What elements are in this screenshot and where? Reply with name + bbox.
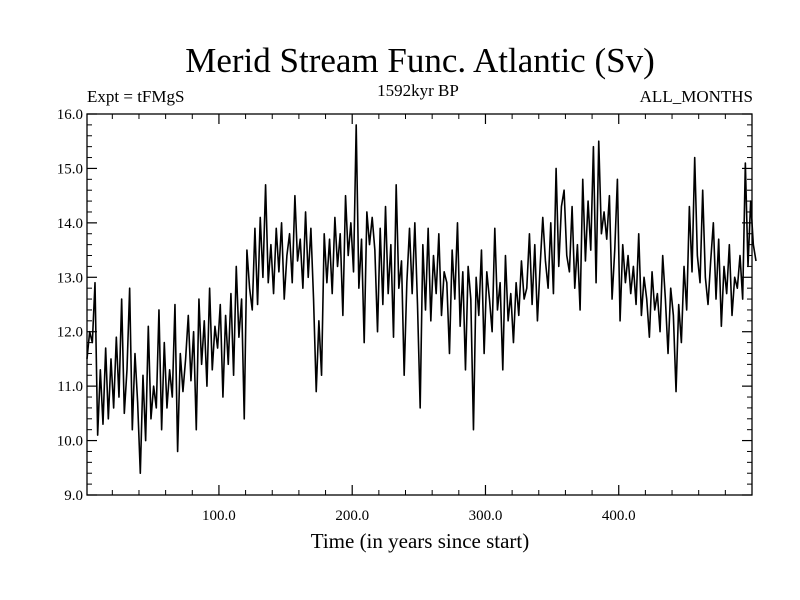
x-tick-label: 200.0 bbox=[335, 508, 369, 524]
y-tick-label: 16.0 bbox=[57, 107, 83, 123]
series-line bbox=[86, 124, 757, 475]
y-tick-label: 15.0 bbox=[57, 161, 83, 177]
x-tick-label: 400.0 bbox=[602, 508, 636, 524]
y-tick-labels: 9.0 10.0 11.0 12.0 13.0 14.0 15.0 16.0 bbox=[57, 107, 83, 504]
x-tick-label: 300.0 bbox=[469, 508, 503, 524]
chart-subtitle-center: 1592kyr BP bbox=[377, 81, 459, 100]
chart-title: Merid Stream Func. Atlantic (Sv) bbox=[185, 41, 655, 80]
y-tick-label: 14.0 bbox=[57, 216, 83, 232]
y-tick-label: 13.0 bbox=[57, 270, 83, 286]
y-tick-label: 12.0 bbox=[57, 325, 83, 341]
axis-ticks bbox=[87, 113, 752, 496]
chart-subtitle-left: Expt = tFMgS bbox=[87, 87, 184, 106]
x-tick-labels: 100.0 200.0 300.0 400.0 bbox=[202, 508, 636, 524]
y-tick-label: 10.0 bbox=[57, 434, 83, 450]
plot-frame bbox=[86, 113, 753, 496]
x-axis-label: Time (in years since start) bbox=[311, 529, 530, 553]
y-tick-label: 9.0 bbox=[64, 488, 83, 504]
chart-subtitle-right: ALL_MONTHS bbox=[640, 87, 753, 106]
y-tick-label: 11.0 bbox=[57, 379, 83, 395]
x-tick-label: 100.0 bbox=[202, 508, 236, 524]
